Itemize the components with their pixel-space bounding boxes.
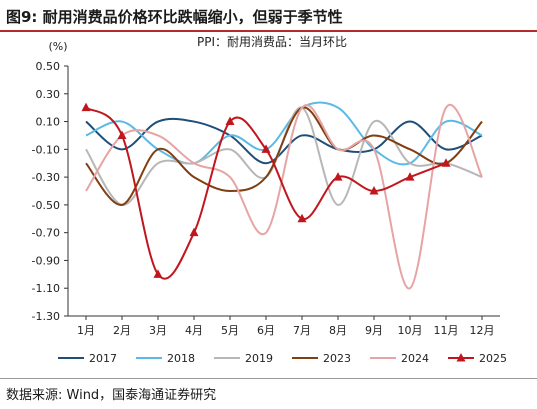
x-tick-label: 4月 [185, 324, 203, 337]
legend: 2017 2018 2019 2023 2024 2025 [58, 352, 507, 365]
data-point-2025 [261, 144, 271, 153]
title-divider [0, 30, 537, 32]
series-line-2018 [85, 101, 483, 166]
y-tick-label: -0.90 [32, 254, 60, 267]
data-point-2025 [117, 130, 127, 139]
data-point-2025 [81, 102, 91, 112]
x-tick-label: 9月 [365, 324, 383, 337]
x-ticks: 1月 2月 3月 4月 5月 6月 7月 8月 9月 10月 11月 12月 [77, 316, 495, 337]
legend-label-2019: 2019 [245, 352, 273, 365]
x-tick-label: 5月 [221, 324, 239, 337]
legend-label-2024: 2024 [401, 352, 429, 365]
y-tick-label: -0.10 [32, 143, 60, 156]
series-lines [81, 101, 483, 290]
y-tick-label: -1.30 [32, 310, 60, 323]
data-point-2025 [297, 213, 307, 223]
data-point-2025 [405, 172, 415, 181]
x-tick-label: 10月 [398, 324, 423, 337]
series-line-2017 [85, 117, 483, 165]
data-point-2025 [369, 186, 379, 195]
legend-label-2017: 2017 [89, 352, 117, 365]
x-tick-label: 8月 [329, 324, 347, 337]
legend-label-2018: 2018 [167, 352, 195, 365]
y-tick-label: 0.50 [36, 60, 61, 73]
x-tick-label: 2月 [113, 324, 131, 337]
x-tick-label: 3月 [149, 324, 167, 337]
y-tick-label: 0.10 [36, 116, 61, 129]
y-tick-label: -0.50 [32, 199, 60, 212]
x-tick-label: 12月 [470, 324, 495, 337]
x-tick-label: 6月 [257, 324, 275, 337]
y-axis-unit: (%) [48, 40, 67, 53]
legend-marker-2025 [456, 353, 466, 362]
data-point-2025 [189, 227, 199, 237]
data-point-2025 [225, 116, 235, 126]
data-point-2025 [441, 158, 451, 167]
legend-label-2023: 2023 [323, 352, 351, 365]
x-tick-label: 11月 [434, 324, 459, 337]
x-tick-label: 1月 [77, 324, 95, 337]
legend-label-2025: 2025 [479, 352, 507, 365]
y-tick-label: -0.30 [32, 171, 60, 184]
data-point-2025 [153, 269, 163, 278]
series-line-2023 [85, 106, 483, 206]
x-tick-label: 7月 [293, 324, 311, 337]
y-tick-label: -0.70 [32, 227, 60, 240]
y-ticks: 0.50 0.30 0.10 -0.10 -0.30 -0.50 -0.70 -0.90 -1.… [32, 60, 68, 323]
series-line-2024 [85, 103, 483, 290]
chart-title: PPI：耐用消费品：当月环比 [197, 35, 347, 49]
line-chart: PPI：耐用消费品：当月环比 (%) 0.50 0.30 0.10 -0.10 -0.3… [32, 35, 507, 365]
y-tick-label: 0.30 [36, 88, 61, 101]
figure-title: 图9: 耐用消费品价格环比跌幅缩小，但弱于季节性 [6, 8, 343, 26]
data-source: 数据来源: Wind，国泰海通证券研究 [6, 388, 217, 403]
y-tick-label: -1.10 [32, 282, 60, 295]
data-point-2025 [333, 172, 343, 181]
source-divider [0, 378, 537, 379]
series-line-2019 [85, 106, 483, 206]
